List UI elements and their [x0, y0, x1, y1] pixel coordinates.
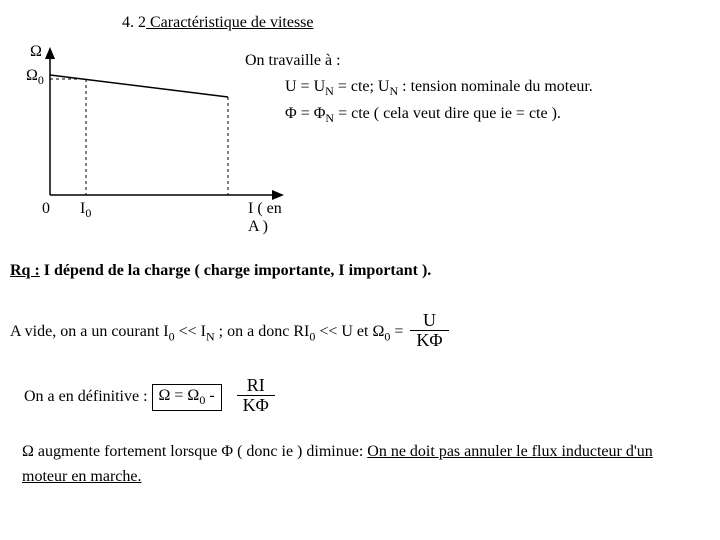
definitive-line: On a en définitive : Ω = Ω0 - RI KΦ — [24, 378, 278, 417]
cond-line3: Φ = ΦN = cte ( cela veut dire que ie = c… — [285, 101, 593, 128]
cond-line1: On travaille à : — [245, 48, 593, 74]
section-title: 4. 2 Caractéristique de vitesse — [122, 14, 314, 32]
fraction-ri-kphi: RI KΦ — [237, 376, 275, 415]
x-axis-label: I ( en A ) — [248, 200, 288, 236]
boxed-formula: Ω = Ω0 - — [152, 384, 222, 411]
avide-line: A vide, on a un courant I0 << IN ; on a … — [10, 313, 452, 352]
y-axis-label: Ω — [30, 43, 42, 61]
cond-line2: U = UN = cte; UN : tension nominale du m… — [285, 74, 593, 101]
conditions-block: On travaille à : U = UN = cte; UN : tens… — [245, 48, 593, 128]
rq-prefix: Rq : — [10, 262, 40, 279]
title-number: 4. 2 — [122, 14, 146, 31]
x-i0-label: I0 — [80, 200, 91, 221]
rq-text: I dépend de la charge ( charge important… — [40, 262, 432, 279]
x-origin-label: 0 — [42, 200, 50, 218]
y0-label: Ω0 — [26, 67, 44, 88]
title-text: Caractéristique de vitesse — [146, 14, 314, 31]
fraction-u-kphi: U KΦ — [410, 311, 448, 350]
remark-line: Rq : I dépend de la charge ( charge impo… — [10, 262, 431, 280]
warning-text: Ω augmente fortement lorsque Φ ( donc ie… — [22, 440, 692, 490]
